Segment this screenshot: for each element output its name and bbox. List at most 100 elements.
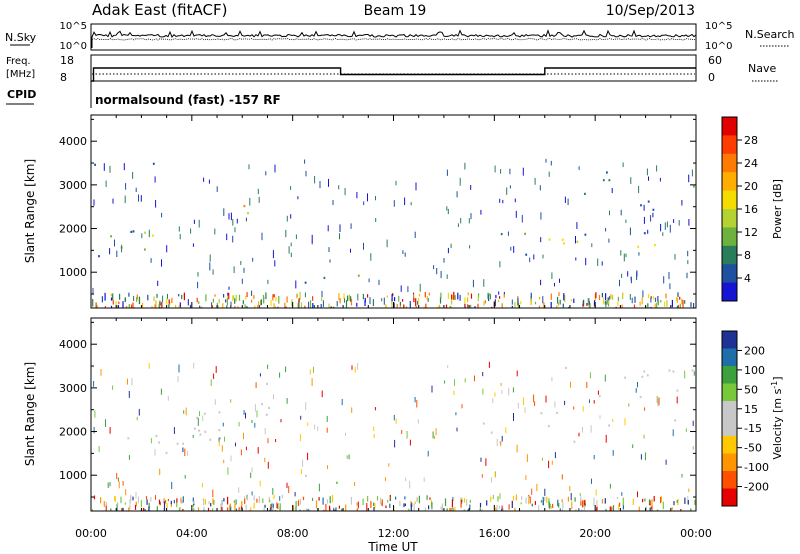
near-range-cell: [309, 300, 312, 308]
noise-cell: [500, 441, 502, 447]
noise-cell: [436, 268, 438, 275]
near-range-cell: [385, 505, 387, 509]
near-range-cell: [415, 305, 417, 308]
noise-cell: [509, 185, 511, 189]
near-range-cell: [676, 297, 678, 301]
near-range-cell: [307, 508, 309, 511]
data-cell: [98, 255, 100, 258]
noise-cell: [648, 176, 649, 181]
near-range-cell: [135, 501, 137, 507]
near-range-cell: [617, 301, 619, 306]
near-range-cell: [530, 299, 532, 306]
near-range-cell: [198, 301, 200, 304]
near-range-cell: [634, 296, 636, 303]
noise-cell: [443, 258, 445, 263]
near-range-cell: [457, 292, 459, 300]
near-range-cell: [204, 499, 206, 505]
near-range-cell: [474, 306, 476, 308]
noise-cell: [166, 245, 168, 253]
near-range-cell: [183, 292, 185, 301]
near-range-cell: [647, 303, 649, 308]
colorbar-swatch: [722, 117, 737, 136]
near-range-cell: [166, 503, 168, 509]
noise-cell: [107, 482, 109, 488]
noise-cell: [228, 213, 230, 220]
near-range-cell: [479, 508, 481, 511]
noise-cell: [567, 198, 569, 206]
near-range-cell: [181, 294, 183, 300]
noise-cell: [94, 410, 96, 418]
noise-cell: [336, 300, 338, 307]
data-cell: [647, 200, 650, 203]
noise-cell: [182, 447, 184, 453]
colorbar-tick-label: -100: [744, 461, 769, 474]
noise-cell: [435, 428, 437, 436]
noise-cell: [505, 427, 507, 434]
noise-cell: [605, 228, 607, 232]
noise-cell: [540, 279, 542, 286]
colorbar-tick-label: 24: [744, 157, 758, 170]
noise-cell: [201, 483, 203, 488]
near-range-cell: [229, 503, 231, 507]
data-cell: [158, 441, 161, 444]
noise-cell: [185, 407, 187, 416]
noise-cell: [548, 460, 550, 469]
data-cell: [547, 425, 550, 428]
noise-cell: [500, 169, 502, 174]
noise-cell: [522, 167, 524, 176]
noise-tick-top-left: 10^5: [60, 21, 87, 32]
colorbar-swatch: [722, 153, 737, 173]
near-range-cell: [164, 500, 167, 504]
x-tick-label: 04:00: [176, 527, 208, 540]
noise-cell: [116, 250, 118, 258]
noise-cell: [295, 501, 297, 508]
noise-cell: [427, 450, 429, 457]
noise-cell: [125, 183, 127, 190]
noise-cell: [595, 489, 597, 496]
noise-cell: [509, 168, 511, 175]
near-range-cell: [205, 294, 207, 302]
noise-cell: [272, 250, 274, 259]
near-range-cell: [333, 508, 335, 511]
near-range-cell: [232, 295, 234, 301]
near-range-cell: [158, 304, 160, 308]
near-range-cell: [138, 296, 141, 305]
noise-cell: [481, 474, 483, 478]
noise-cell: [686, 272, 688, 279]
noise-cell: [128, 391, 130, 398]
near-range-cell: [426, 495, 428, 500]
colorbar-swatch: [722, 209, 737, 228]
colorbar-swatch: [722, 383, 737, 402]
noise-cell: [508, 387, 510, 396]
noise-cell: [578, 166, 580, 170]
near-range-cell: [394, 297, 396, 302]
near-range-cell: [299, 498, 302, 505]
near-range-cell: [313, 305, 315, 308]
near-range-cell: [619, 502, 621, 507]
near-range-cell: [241, 501, 243, 510]
y-tick-label: 4000: [59, 135, 87, 148]
noise-cell: [416, 399, 418, 408]
near-range-cell: [511, 305, 513, 308]
noise-cell: [650, 215, 652, 222]
near-range-cell: [530, 296, 532, 303]
data-cell: [524, 232, 526, 235]
near-range-cell: [386, 295, 388, 298]
near-range-cell: [606, 300, 608, 305]
near-range-cell: [677, 305, 679, 308]
noise-cell: [599, 415, 601, 420]
near-range-cell: [540, 500, 542, 503]
near-range-cell: [208, 501, 210, 505]
near-range-cell: [132, 302, 134, 308]
noise-cell: [285, 229, 287, 238]
noise-cell: [612, 418, 614, 422]
near-range-cell: [147, 294, 149, 301]
data-cell: [646, 374, 649, 377]
noise-cell: [171, 481, 173, 490]
noise-cell: [155, 200, 157, 208]
noise-cell: [480, 457, 482, 462]
noise-cell: [591, 243, 593, 248]
noise-cell: [500, 382, 502, 386]
noise-cell: [499, 493, 501, 500]
